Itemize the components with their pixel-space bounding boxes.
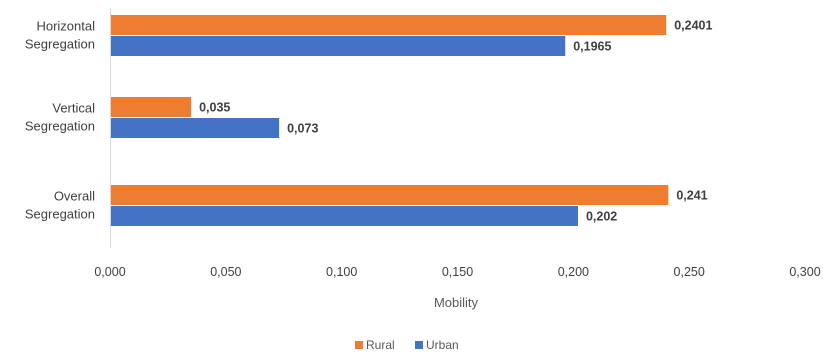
legend-label-rural: Rural (366, 338, 395, 352)
data-labels: 0,2401 0,1965 0,035 0,073 0,241 0,202 (199, 19, 712, 224)
x-tick-label-5: 0,250 (674, 265, 705, 279)
data-label-urban-1: 0,073 (287, 122, 318, 136)
category-label-2-1: Segregation (25, 207, 95, 222)
legend-label-urban: Urban (426, 338, 459, 352)
data-label-urban-0: 0,1965 (573, 40, 611, 54)
legend-swatch-rural (355, 341, 363, 349)
data-label-rural-2: 0,241 (676, 189, 707, 203)
bar-rural-0 (110, 15, 667, 35)
category-labels: Horizontal Segregation Vertical Segregation… (25, 19, 95, 222)
legend-swatch-urban (415, 341, 423, 349)
data-label-urban-2: 0,202 (586, 210, 617, 224)
category-label-1-1: Segregation (25, 119, 95, 134)
bars-layer (110, 15, 669, 226)
x-tick-label-0: 0,000 (94, 265, 125, 279)
x-tick-label-6: 0,300 (789, 265, 820, 279)
data-label-rural-1: 0,035 (199, 101, 230, 115)
legend: Rural Urban (355, 338, 459, 352)
x-tick-label-1: 0,050 (210, 265, 241, 279)
bar-rural-2 (110, 185, 669, 205)
bar-urban-0 (110, 36, 566, 56)
category-label-1-0: Vertical (52, 101, 95, 116)
bar-urban-1 (110, 118, 280, 138)
x-tick-label-4: 0,200 (558, 265, 589, 279)
bar-urban-2 (110, 206, 578, 226)
bar-rural-1 (110, 97, 192, 117)
x-tick-labels: 0,000 0,050 0,100 0,150 0,200 0,250 0,300 (94, 265, 820, 279)
x-axis-title: Mobility (434, 295, 479, 310)
x-tick-label-2: 0,100 (326, 265, 357, 279)
x-tick-label-3: 0,150 (442, 265, 473, 279)
category-label-0-1: Segregation (25, 37, 95, 52)
data-label-rural-0: 0,2401 (674, 19, 712, 33)
category-label-2-0: Overall (54, 189, 95, 204)
category-label-0-0: Horizontal (36, 19, 95, 34)
